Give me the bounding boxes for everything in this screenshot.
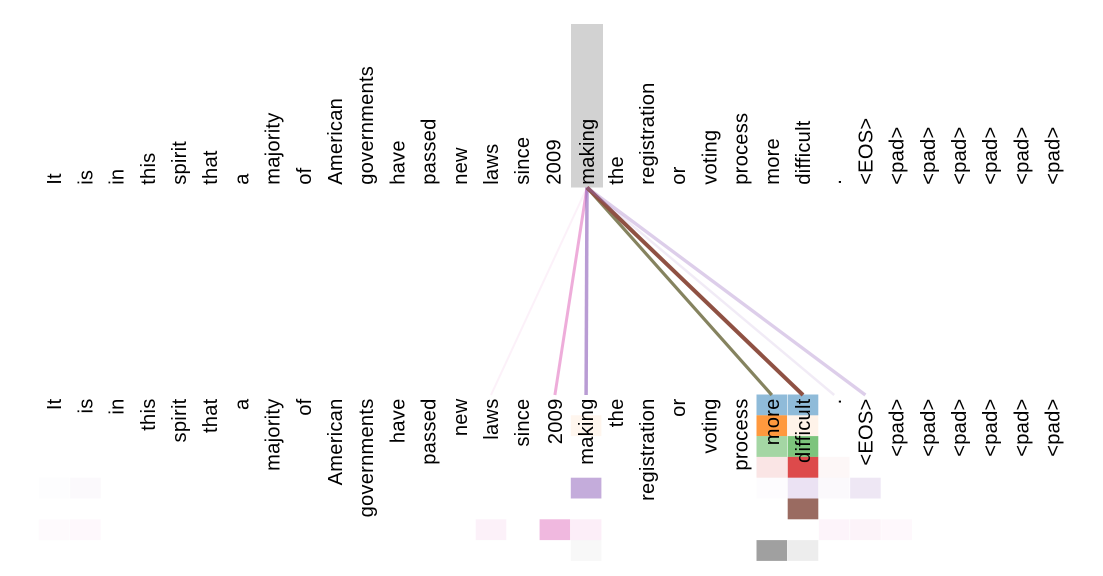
svg-text:is: is [75,170,97,185]
svg-text:a: a [231,398,253,410]
svg-text:<pad>: <pad> [980,399,1002,457]
svg-text:have: have [387,140,409,185]
svg-text:<pad>: <pad> [1011,127,1033,185]
svg-text:<pad>: <pad> [949,399,971,457]
svg-text:governments: governments [356,66,378,185]
svg-text:passed: passed [419,399,441,465]
svg-text:It: It [44,398,66,410]
svg-text:<pad>: <pad> [1043,127,1065,185]
svg-text:passed: passed [419,119,441,185]
svg-text:<pad>: <pad> [918,127,940,185]
svg-text:<EOS>: <EOS> [855,118,877,185]
svg-text:2009: 2009 [545,399,567,445]
svg-text:difficult: difficult [793,120,815,185]
svg-text:<pad>: <pad> [887,399,909,457]
svg-text:new: new [450,398,472,436]
svg-text:2009: 2009 [543,139,565,185]
svg-text:governments: governments [356,399,378,518]
svg-text:making: making [577,119,599,185]
svg-text:laws: laws [481,399,503,440]
svg-text:have: have [387,399,409,444]
svg-text:<pad>: <pad> [918,399,940,457]
svg-text:<EOS>: <EOS> [855,399,877,466]
svg-text:this: this [138,153,160,185]
svg-text:<pad>: <pad> [1011,399,1033,457]
svg-text:laws: laws [481,144,503,185]
svg-text:since: since [512,137,534,185]
svg-text:majority: majority [263,399,285,471]
svg-text:spirit: spirit [169,141,191,185]
svg-text:American: American [325,399,347,486]
svg-text:American: American [325,98,347,185]
svg-text:process: process [731,399,753,471]
svg-text:.: . [824,179,846,185]
svg-text:this: this [138,399,160,431]
svg-text:the: the [606,156,628,185]
svg-text:<pad>: <pad> [980,127,1002,185]
svg-text:<pad>: <pad> [887,127,909,185]
svg-text:since: since [512,399,534,447]
svg-text:registration: registration [637,82,659,184]
svg-text:It: It [44,173,66,185]
svg-text:difficult: difficult [793,398,815,463]
svg-text:.: . [824,399,846,405]
svg-text:a: a [231,173,253,185]
svg-text:of: of [294,167,316,184]
svg-text:the: the [606,399,628,428]
svg-text:is: is [75,399,97,414]
svg-text:voting: voting [699,130,721,185]
svg-text:more: more [762,138,784,185]
svg-text:of: of [294,398,316,415]
svg-text:in: in [107,169,129,185]
svg-text:spirit: spirit [169,398,191,442]
svg-text:new: new [450,147,472,185]
svg-text:<pad>: <pad> [949,127,971,185]
svg-text:in: in [107,399,129,415]
svg-text:or: or [668,166,690,184]
svg-text:voting: voting [699,399,721,454]
svg-text:or: or [668,398,690,416]
svg-text:registration: registration [637,399,659,501]
svg-text:more: more [762,399,784,446]
svg-text:making: making [576,399,598,465]
svg-text:<pad>: <pad> [1043,399,1065,457]
svg-text:majority: majority [263,112,285,184]
svg-text:process: process [731,113,753,185]
svg-text:that: that [200,398,222,433]
svg-text:that: that [200,150,222,185]
